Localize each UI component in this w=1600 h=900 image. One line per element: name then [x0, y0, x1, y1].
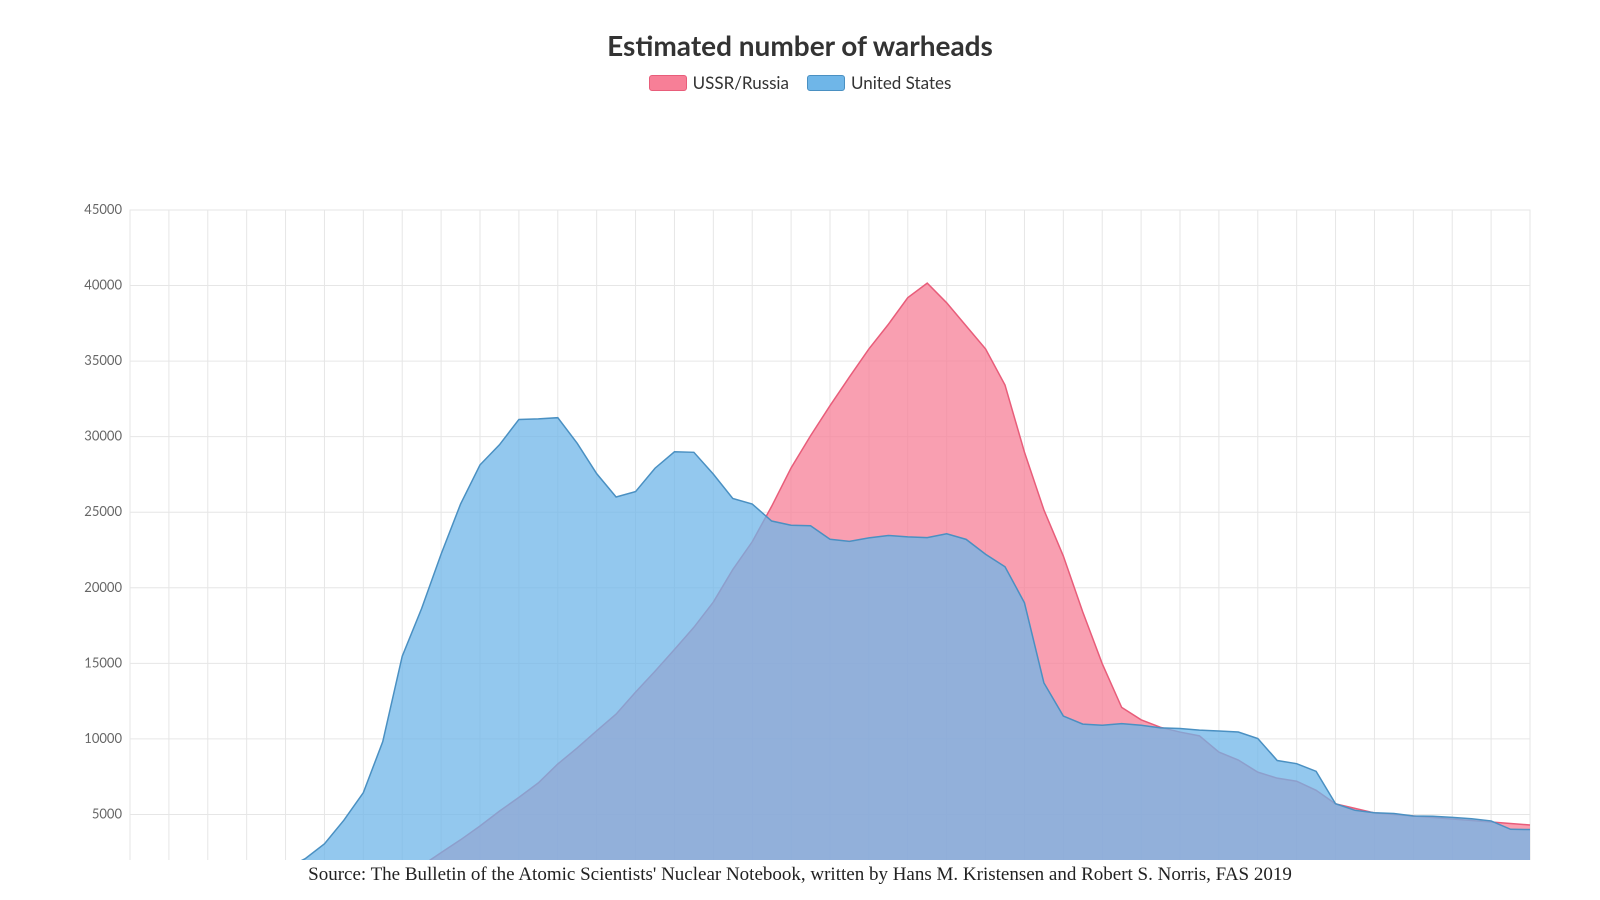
svg-text:40000: 40000 [84, 277, 122, 293]
source-caption: Source: The Bulletin of the Atomic Scien… [0, 864, 1600, 886]
legend: USSR/Russia United States [0, 72, 1600, 93]
svg-text:15000: 15000 [84, 654, 122, 670]
legend-swatch-ussr [649, 75, 687, 91]
legend-label-ussr: USSR/Russia [693, 72, 789, 93]
legend-item-us: United States [807, 72, 951, 93]
svg-text:35000: 35000 [84, 352, 122, 368]
y-axis: 0500010000150002000025000300003500040000… [84, 201, 122, 860]
svg-text:5000: 5000 [92, 805, 123, 821]
chart-title: Estimated number of warheads [0, 0, 1600, 62]
legend-item-ussr: USSR/Russia [649, 72, 789, 93]
plot-area: 0500010000150002000025000300003500040000… [0, 100, 1600, 860]
chart-container: Estimated number of warheads USSR/Russia… [0, 0, 1600, 900]
legend-label-us: United States [851, 72, 951, 93]
svg-text:10000: 10000 [84, 730, 122, 746]
svg-text:45000: 45000 [84, 201, 122, 217]
svg-text:30000: 30000 [84, 428, 122, 444]
svg-text:20000: 20000 [84, 579, 122, 595]
legend-swatch-us [807, 75, 845, 91]
svg-text:25000: 25000 [84, 503, 122, 519]
